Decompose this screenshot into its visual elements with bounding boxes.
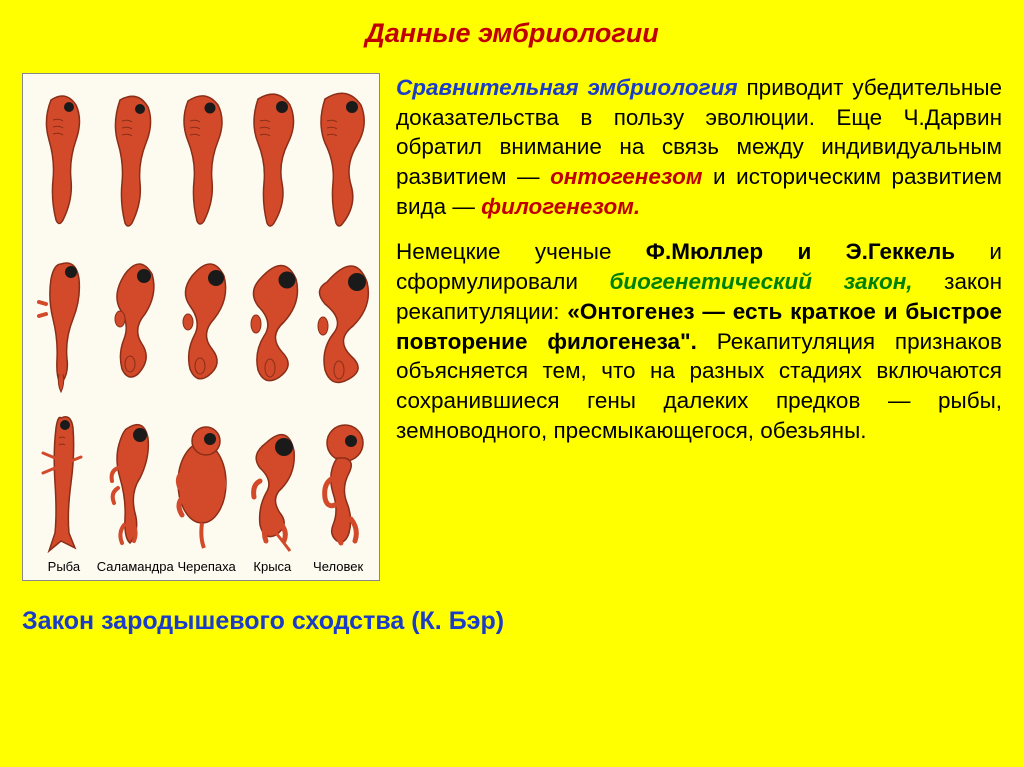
figure-labels: Рыба Саламандра Черепаха Крыса Человек <box>29 559 373 574</box>
embryo-r1c5 <box>309 85 371 235</box>
embryo-r1c1 <box>31 85 93 235</box>
term-ontogenesis: онтогенезом <box>550 164 702 189</box>
term-phylogenesis: филогенезом. <box>481 194 640 219</box>
bottom-law-title: Закон зародышевого сходства (К. Бэр) <box>22 607 1002 636</box>
embryo-r1c2 <box>100 85 162 235</box>
embryo-r2c2 <box>100 244 162 394</box>
page-title: Данные эмбриологии <box>22 18 1002 49</box>
embryo-grid <box>29 82 373 555</box>
embryo-r3c1 <box>31 403 93 553</box>
embryo-r3c3 <box>170 403 232 553</box>
label-rat: Крыса <box>239 559 305 574</box>
term-biogenetic-law: биогенетический закон, <box>609 269 912 294</box>
label-human: Человек <box>305 559 371 574</box>
embryo-r3c4 <box>240 403 302 553</box>
paragraph-2: Немецкие ученые Ф.Мюллер и Э.Геккель и с… <box>396 237 1002 445</box>
text-column: Сравнительная эмбриология приводит убеди… <box>396 73 1002 445</box>
embryo-r1c4 <box>240 85 302 235</box>
paragraph-1: Сравнительная эмбриология приводит убеди… <box>396 73 1002 221</box>
label-turtle: Черепаха <box>174 559 240 574</box>
embryo-r3c2 <box>100 403 162 553</box>
embryo-r1c3 <box>170 85 232 235</box>
p2-text-a: Немецкие ученые <box>396 239 646 264</box>
embryo-r2c4 <box>240 244 302 394</box>
embryo-figure: Рыба Саламандра Черепаха Крыса Человек <box>22 73 380 581</box>
label-salamander: Саламандра <box>97 559 174 574</box>
term-comparative-embryology: Сравнительная эмбриология <box>396 75 738 100</box>
embryo-r3c5 <box>309 403 371 553</box>
label-fish: Рыба <box>31 559 97 574</box>
embryo-r2c1 <box>31 244 93 394</box>
embryo-r2c5 <box>309 244 371 394</box>
content-row: Рыба Саламандра Черепаха Крыса Человек С… <box>22 73 1002 581</box>
embryo-r2c3 <box>170 244 232 394</box>
scientists-names: Ф.Мюллер и Э.Геккель <box>646 239 955 264</box>
